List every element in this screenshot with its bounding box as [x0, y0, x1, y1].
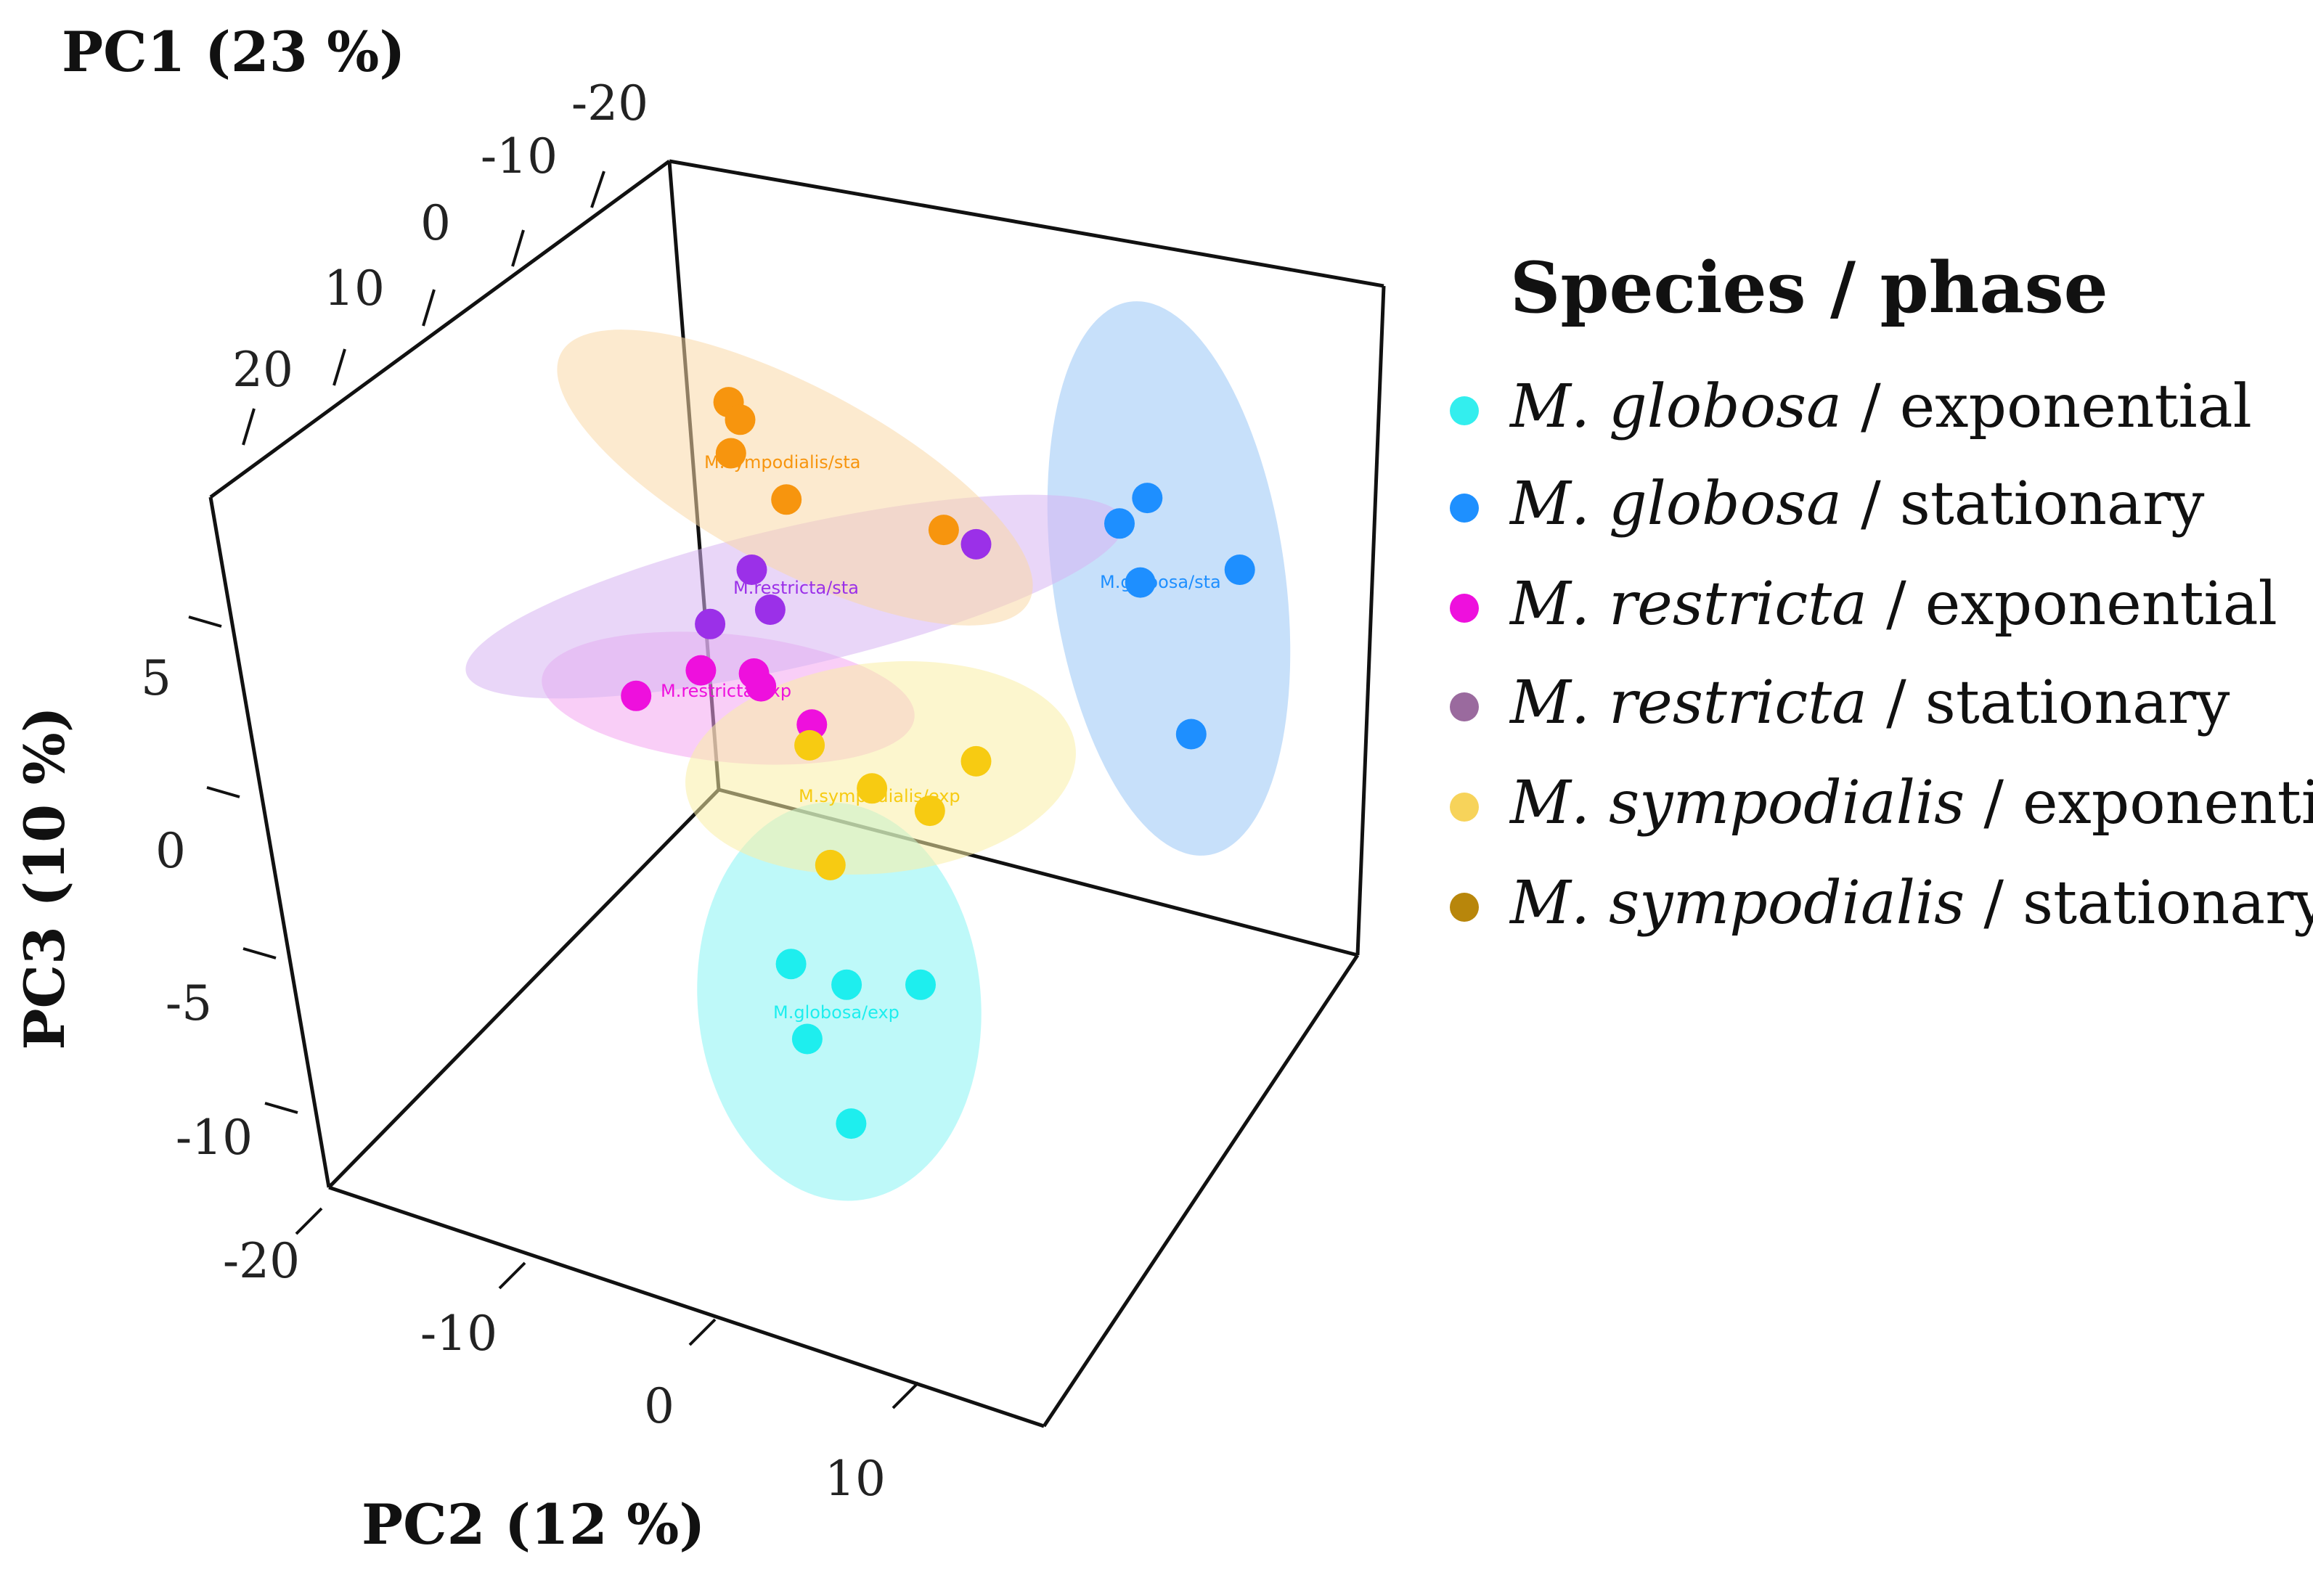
pc2-tick-label: 0	[644, 1378, 674, 1434]
sample-point	[794, 729, 825, 761]
sample-point	[1224, 554, 1255, 585]
legend-entry-label: M. sympodialis / exponential	[1509, 769, 2313, 838]
pc2-tick-mark	[498, 1261, 526, 1290]
legend-phase: / stationary	[1867, 668, 2230, 737]
pc1-tick-mark	[422, 289, 436, 327]
group-ellipse	[557, 330, 1033, 626]
pc1-tick-label: -20	[571, 75, 648, 131]
pc1-tick-mark	[511, 229, 525, 267]
group-ellipse	[1047, 301, 1291, 856]
sample-point	[746, 671, 777, 702]
plot-frame	[208, 159, 1386, 1428]
pc2-tick-label: -10	[420, 1306, 497, 1362]
sample-point	[905, 969, 936, 1000]
sample-point	[754, 594, 786, 625]
pc3-tick-label: 0	[155, 823, 186, 879]
legend-phase: / stationary	[1842, 470, 2205, 539]
legend-phase: / stationary	[1965, 869, 2313, 938]
legend-entry-label: M. globosa / exponential	[1509, 372, 2252, 441]
legend-entry-label: M. sympodialis / stationary	[1509, 869, 2313, 938]
sample-point	[1132, 483, 1163, 514]
sample-point	[831, 969, 862, 1000]
pc2-axis-title: PC2 (12 %)	[362, 1492, 705, 1557]
legend-marker	[1450, 692, 1479, 721]
group-ellipse	[697, 802, 982, 1201]
legend-marker	[1450, 594, 1479, 623]
pc2-tick-mark	[688, 1318, 717, 1346]
frame-edge	[328, 1185, 1045, 1428]
sample-points	[621, 387, 1255, 1139]
legend-species: M. sympodialis	[1509, 769, 1965, 838]
sample-point	[836, 1108, 867, 1139]
legend-species: M. restricta	[1509, 668, 1867, 737]
pc3-axis-title: PC3 (10 %)	[12, 706, 77, 1049]
legend-marker	[1450, 396, 1479, 425]
pc2-tick-label: 10	[825, 1451, 886, 1507]
sample-point	[960, 745, 992, 777]
legend-marker	[1450, 893, 1479, 922]
pc3-tick-mark	[206, 786, 240, 798]
pc1-tick-mark	[590, 171, 605, 208]
pc3-tick-label: 5	[141, 650, 171, 706]
pc3-tick-mark	[188, 615, 222, 628]
sample-point	[1175, 719, 1207, 750]
pc1-tick-label: 10	[324, 261, 385, 316]
legend-species: M. globosa	[1509, 372, 1842, 441]
sample-point	[914, 795, 945, 827]
group-ellipse	[685, 661, 1076, 875]
pc1-tick-mark	[242, 408, 256, 446]
legend-species: M. globosa	[1509, 470, 1842, 539]
legend-title: Species / phase	[1510, 247, 2108, 329]
pc1-axis-title: PC1 (23 %)	[62, 20, 405, 84]
sample-point	[621, 680, 652, 711]
legend-phase: / exponential	[1842, 372, 2252, 441]
legend-species: M. restricta	[1509, 570, 1867, 639]
frame-edge	[327, 788, 720, 1189]
sample-point	[1125, 567, 1156, 598]
sample-point	[736, 554, 767, 585]
pc2-tick-mark	[295, 1207, 323, 1235]
pc2-tick-label: -20	[223, 1233, 300, 1289]
sample-point	[1104, 508, 1135, 539]
pc1-tick-label: 20	[232, 342, 293, 398]
sample-point	[775, 949, 807, 980]
pc1-tick-label: -10	[481, 128, 558, 184]
legend-phase: / exponential	[1867, 570, 2277, 639]
legend-phase: / exponential	[1965, 769, 2313, 838]
legend-entry-label: M. restricta / exponential	[1509, 570, 2277, 639]
frame-edge	[1355, 285, 1386, 956]
sample-point	[960, 528, 992, 560]
sample-point	[771, 484, 802, 515]
pc3-tick-mark	[264, 1102, 298, 1114]
sample-point	[695, 608, 726, 639]
sample-point	[857, 773, 888, 804]
frame-edge	[209, 159, 671, 499]
pc3-tick-label: -10	[176, 1110, 253, 1166]
frame-edge	[669, 159, 1384, 288]
sample-point	[715, 438, 746, 469]
pc1-tick-label: 0	[420, 195, 451, 251]
sample-point	[815, 849, 846, 880]
legend-marker	[1450, 793, 1479, 822]
legend-species: M. sympodialis	[1509, 869, 1965, 938]
pc1-tick-mark	[333, 348, 346, 386]
frame-edge	[208, 496, 331, 1188]
frame-edge	[1042, 954, 1360, 1428]
legend-entry-label: M. restricta / stationary	[1509, 668, 2230, 737]
pc2-tick-mark	[892, 1381, 920, 1409]
group-ellipse-label: M.globosa/exp	[773, 1002, 900, 1023]
pc3-tick-mark	[242, 947, 277, 959]
legend-entry-label: M. globosa / stationary	[1509, 470, 2205, 539]
sample-point	[685, 655, 717, 686]
pc3-tick-label: -5	[166, 975, 212, 1031]
sample-point	[791, 1023, 823, 1055]
group-ellipse-label: M.globosa/sta	[1100, 572, 1221, 592]
legend-marker	[1450, 494, 1479, 523]
sample-point	[928, 515, 959, 546]
sample-point	[725, 404, 756, 435]
